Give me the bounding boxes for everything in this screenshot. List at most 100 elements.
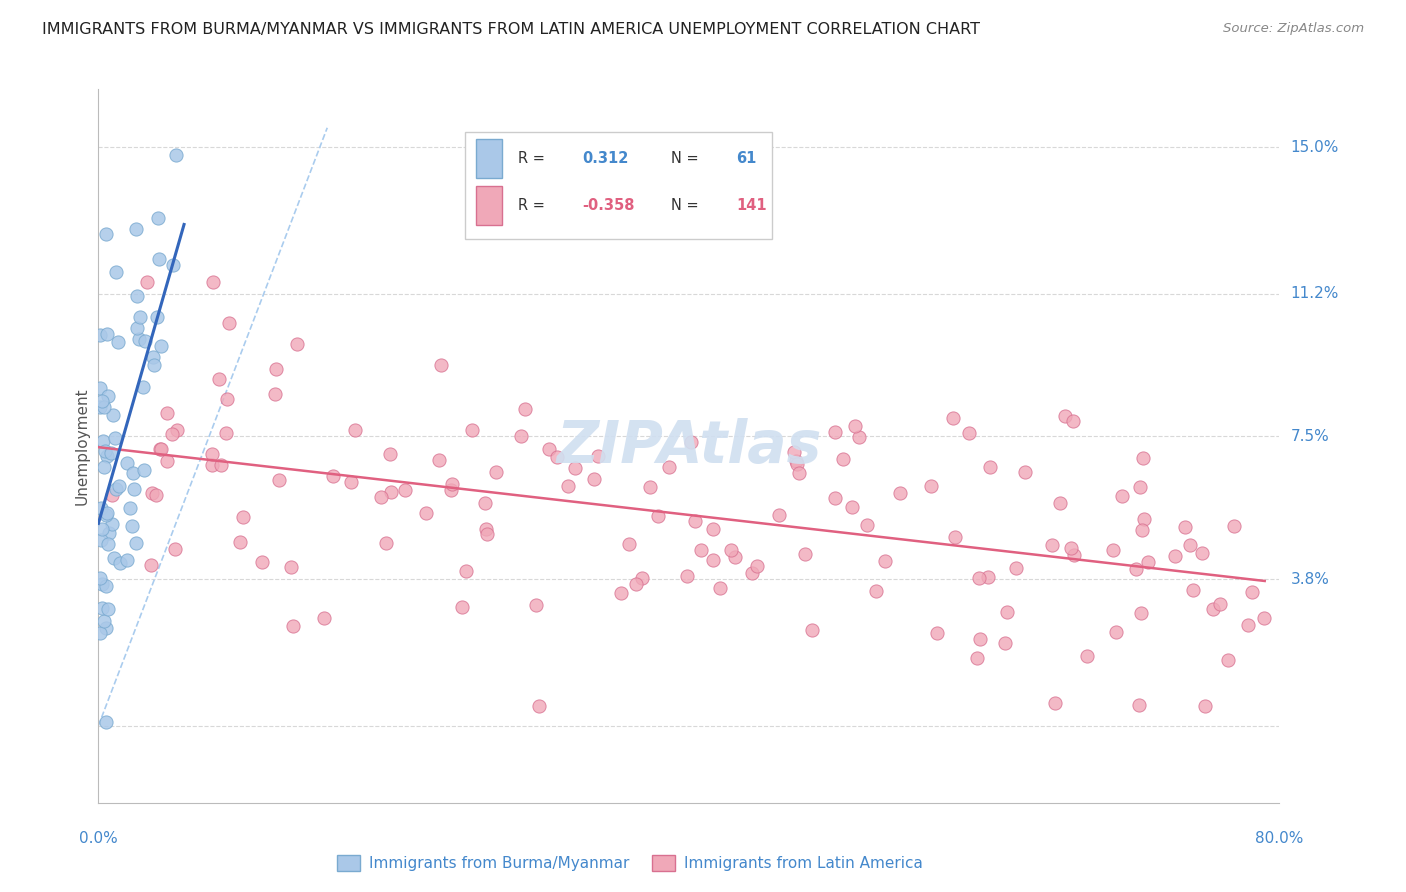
Point — [920, 479, 942, 493]
Point — [96, 450, 118, 464]
Point — [461, 423, 484, 437]
Point — [149, 339, 172, 353]
Point — [135, 275, 157, 289]
Point — [801, 623, 824, 637]
Point — [787, 466, 810, 480]
FancyBboxPatch shape — [477, 139, 502, 178]
Point — [969, 632, 991, 647]
Point — [957, 425, 980, 440]
Point — [145, 487, 167, 501]
Point — [90, 600, 112, 615]
Point — [702, 522, 724, 536]
Point — [610, 586, 633, 600]
Point — [1132, 451, 1154, 466]
Point — [217, 392, 239, 407]
Text: 7.5%: 7.5% — [1291, 429, 1329, 444]
Point — [156, 453, 179, 467]
Point — [107, 335, 129, 350]
Point — [582, 472, 605, 486]
Point — [229, 535, 252, 549]
Point — [134, 463, 156, 477]
Point — [1253, 611, 1275, 625]
Point — [709, 581, 731, 595]
Point — [1130, 524, 1153, 538]
Point — [165, 148, 187, 162]
Point — [89, 328, 111, 343]
Text: 61: 61 — [737, 152, 756, 166]
Point — [557, 479, 579, 493]
Text: IMMIGRANTS FROM BURMA/MYANMAR VS IMMIGRANTS FROM LATIN AMERICA UNEMPLOYMENT CORR: IMMIGRANTS FROM BURMA/MYANMAR VS IMMIGRA… — [42, 22, 980, 37]
Point — [841, 500, 863, 514]
Point — [218, 316, 240, 330]
Point — [125, 222, 148, 236]
Point — [128, 332, 150, 346]
Point — [128, 310, 150, 324]
Point — [485, 465, 508, 479]
Point — [824, 425, 846, 439]
Point — [676, 568, 699, 582]
Point — [474, 496, 496, 510]
Point — [966, 650, 988, 665]
Point — [977, 570, 1000, 584]
Point — [720, 542, 742, 557]
Text: -0.358: -0.358 — [582, 198, 636, 212]
Point — [208, 371, 231, 385]
Point — [108, 479, 131, 493]
Point — [1223, 519, 1246, 533]
Point — [160, 426, 183, 441]
Point — [101, 488, 124, 502]
Text: 80.0%: 80.0% — [1256, 830, 1303, 846]
Point — [848, 430, 870, 444]
Point — [141, 485, 163, 500]
Text: N =: N = — [671, 198, 699, 212]
Point — [889, 486, 911, 500]
Point — [166, 423, 188, 437]
Point — [702, 553, 724, 567]
Point — [873, 554, 896, 568]
Point — [146, 310, 169, 325]
Point — [201, 458, 224, 473]
Point — [122, 467, 145, 481]
Point — [380, 485, 402, 500]
Point — [1005, 561, 1028, 575]
Point — [979, 459, 1001, 474]
Point — [1191, 546, 1213, 560]
Point — [440, 483, 463, 497]
Point — [785, 453, 807, 467]
Point — [1102, 542, 1125, 557]
Point — [104, 431, 127, 445]
Point — [865, 583, 887, 598]
Point — [209, 458, 232, 472]
Text: 11.2%: 11.2% — [1291, 286, 1339, 301]
Point — [150, 442, 173, 456]
Point — [824, 491, 846, 505]
Point — [1182, 583, 1205, 598]
Point — [202, 275, 225, 289]
Point — [100, 446, 122, 460]
Point — [322, 469, 344, 483]
Text: Source: ZipAtlas.com: Source: ZipAtlas.com — [1223, 22, 1364, 36]
Point — [475, 522, 498, 536]
Point — [1216, 653, 1239, 667]
Point — [1236, 618, 1258, 632]
Point — [162, 258, 184, 272]
Point — [1060, 541, 1083, 555]
Point — [942, 410, 965, 425]
Point — [943, 530, 966, 544]
Y-axis label: Unemployment: Unemployment — [75, 387, 90, 505]
Point — [263, 387, 285, 401]
Point — [1128, 698, 1150, 712]
Point — [232, 509, 254, 524]
Point — [689, 542, 711, 557]
Point — [134, 334, 156, 348]
Point — [115, 552, 138, 566]
Point — [1063, 548, 1085, 562]
Point — [96, 621, 118, 635]
Text: R =: R = — [517, 152, 544, 166]
Point — [855, 518, 877, 533]
Point — [101, 408, 124, 422]
Point — [94, 227, 117, 241]
Point — [122, 482, 145, 496]
Point — [285, 337, 308, 351]
Text: 15.0%: 15.0% — [1291, 139, 1339, 154]
